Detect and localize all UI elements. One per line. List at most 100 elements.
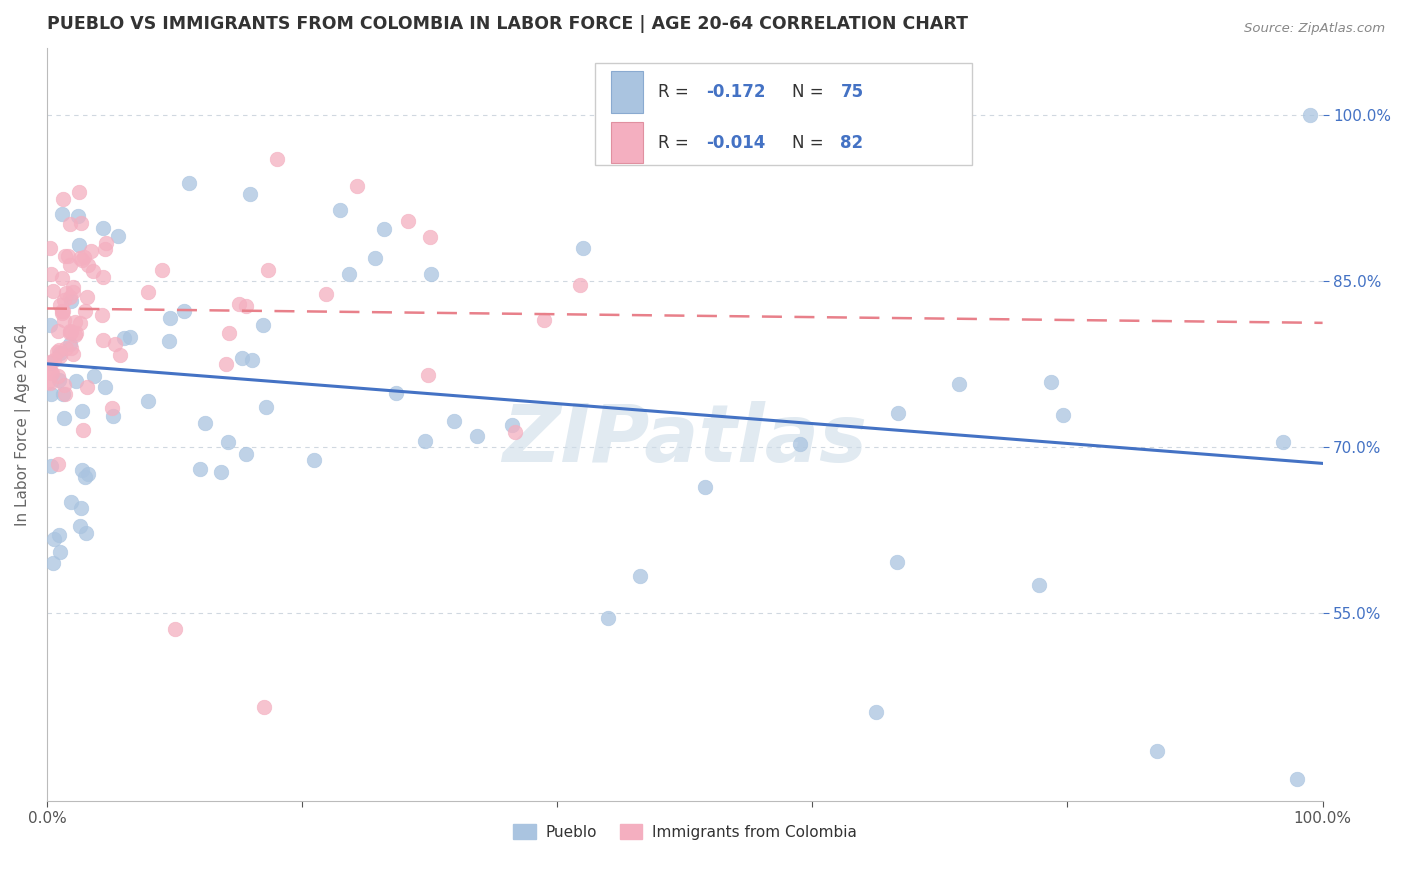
Point <box>396 213 419 227</box>
Text: PUEBLO VS IMMIGRANTS FROM COLOMBIA IN LABOR FORCE | AGE 20-64 CORRELATION CHART: PUEBLO VS IMMIGRANTS FROM COLOMBIA IN LA… <box>46 15 967 33</box>
Point <box>887 406 910 420</box>
Point <box>52 387 75 401</box>
Point <box>42 353 65 368</box>
Point <box>69 317 91 331</box>
Point <box>101 401 124 416</box>
Point <box>39 376 62 390</box>
Point <box>337 268 360 282</box>
Point <box>38 356 60 370</box>
Point <box>1146 744 1168 758</box>
Point <box>83 368 105 383</box>
Point <box>254 401 277 415</box>
Point <box>628 569 651 583</box>
Point <box>419 229 441 244</box>
Point <box>569 277 592 292</box>
Point <box>41 366 63 380</box>
Bar <box>610 71 643 112</box>
Point <box>72 424 94 438</box>
Point <box>63 327 86 342</box>
Point <box>228 296 250 310</box>
Point <box>91 269 114 284</box>
Point <box>48 373 70 387</box>
Point <box>413 434 436 448</box>
Point <box>73 250 96 264</box>
Point <box>571 241 593 255</box>
Point <box>69 519 91 533</box>
Point <box>53 386 76 401</box>
Point <box>48 545 70 559</box>
Point <box>59 325 82 339</box>
Point <box>55 285 77 300</box>
Point <box>253 699 276 714</box>
Point <box>51 306 73 320</box>
Point <box>60 293 83 308</box>
Point <box>65 374 87 388</box>
Point <box>42 556 65 570</box>
Point <box>533 313 555 327</box>
Point <box>235 447 257 461</box>
Point <box>59 326 82 340</box>
Point <box>1299 108 1322 122</box>
Point <box>75 303 97 318</box>
Point <box>52 377 75 392</box>
Point <box>94 236 117 251</box>
Point <box>231 351 253 365</box>
Point <box>76 380 98 394</box>
Text: N =: N = <box>792 134 828 152</box>
Bar <box>610 122 643 163</box>
Point <box>385 385 408 400</box>
Point <box>94 380 117 394</box>
Point <box>52 304 75 318</box>
Point <box>886 556 908 570</box>
Point <box>72 404 94 418</box>
Point <box>69 251 91 265</box>
Point <box>65 326 87 340</box>
Point <box>76 467 98 482</box>
Point <box>159 310 181 325</box>
Point <box>194 416 217 430</box>
Point <box>76 258 98 272</box>
Point <box>62 347 84 361</box>
Point <box>62 279 84 293</box>
Point <box>37 376 59 390</box>
Legend: Pueblo, Immigrants from Colombia: Pueblo, Immigrants from Colombia <box>508 818 863 846</box>
Point <box>239 187 262 202</box>
Text: 82: 82 <box>841 134 863 152</box>
Point <box>53 411 76 425</box>
Point <box>70 500 93 515</box>
Point <box>46 345 69 359</box>
Point <box>73 469 96 483</box>
Point <box>112 331 135 345</box>
Point <box>218 326 240 340</box>
Point <box>59 495 82 509</box>
Point <box>257 263 280 277</box>
Point <box>695 480 717 494</box>
Point <box>503 425 526 439</box>
Point <box>136 285 159 299</box>
Point <box>163 623 186 637</box>
Point <box>93 220 115 235</box>
Text: R =: R = <box>658 134 695 152</box>
Point <box>59 341 82 355</box>
Point <box>107 228 129 243</box>
Point <box>39 362 62 376</box>
Point <box>53 313 76 327</box>
Point <box>76 290 98 304</box>
Point <box>215 357 238 371</box>
Point <box>789 437 811 451</box>
Point <box>56 249 79 263</box>
Point <box>67 186 90 200</box>
Point <box>75 525 97 540</box>
Point <box>59 337 82 351</box>
Point <box>46 457 69 471</box>
Point <box>1286 772 1309 786</box>
Point <box>91 308 114 322</box>
Point <box>948 376 970 391</box>
Text: R =: R = <box>658 83 695 101</box>
Point <box>67 238 90 252</box>
FancyBboxPatch shape <box>596 63 972 165</box>
Text: -0.014: -0.014 <box>706 134 766 152</box>
Point <box>598 611 620 625</box>
Y-axis label: In Labor Force | Age 20-64: In Labor Force | Age 20-64 <box>15 324 31 526</box>
Point <box>63 315 86 329</box>
